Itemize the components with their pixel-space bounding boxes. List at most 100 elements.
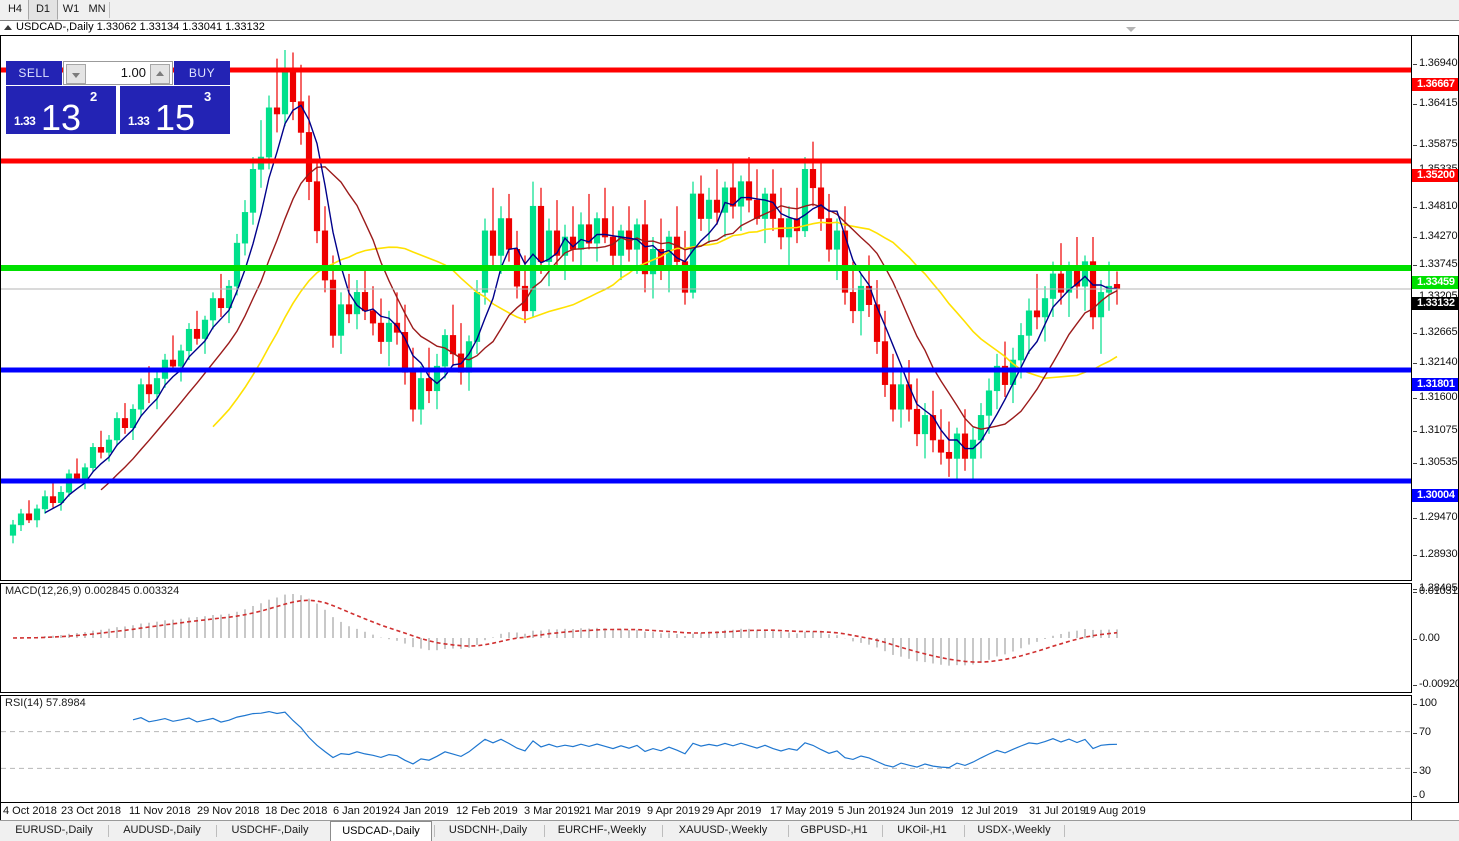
rsi-line (132, 710, 1118, 769)
time-axis-label: 24 Jan 2019 (388, 805, 449, 817)
price-tick-label: 1.29470 (1419, 511, 1458, 523)
tick-mark (1413, 592, 1417, 593)
price-tick: 1.36940 (1412, 57, 1459, 69)
rsi-tick: 0 (1412, 789, 1459, 801)
price-level-tag[interactable]: 1.33459 (1412, 276, 1458, 289)
chart-tab-eurchfweekly[interactable]: EURCHF-,Weekly (557, 824, 647, 836)
time-axis-label: 9 Apr 2019 (647, 805, 701, 817)
timeframe-toolbar: H4 D1 W1 MN (0, 0, 1459, 21)
time-axis-label: 11 Nov 2018 (129, 805, 191, 817)
caret-down-icon[interactable] (66, 64, 86, 84)
price-scale[interactable]: 1.369401.364151.358751.353351.348101.342… (1412, 35, 1459, 803)
price-tick: 1.31600 (1412, 391, 1459, 403)
triangle-up-icon[interactable] (4, 25, 12, 30)
price-tick: 1.30535 (1412, 456, 1459, 468)
chart-tab-usdcnhdaily[interactable]: USDCNH-,Daily (448, 824, 528, 836)
tab-divider (788, 825, 789, 837)
tick-mark (1413, 796, 1417, 797)
tick-mark (1413, 398, 1417, 399)
tick-mark (1413, 463, 1417, 464)
buy-price-quote[interactable]: 1.33 15 3 (120, 86, 230, 138)
time-axis-label: 29 Nov 2018 (197, 805, 260, 817)
macd-label: MACD(12,26,9) 0.002845 0.003324 (5, 585, 183, 597)
rsi-pane[interactable]: RSI(14) 57.8984 (0, 695, 1412, 803)
price-tick: 1.34810 (1412, 200, 1459, 212)
chart-tab-gbpusdh1[interactable]: GBPUSD-,H1 (800, 824, 868, 836)
timeframe-button-h4[interactable]: H4 (7, 3, 23, 15)
price-level-tag[interactable]: 1.30004 (1412, 489, 1458, 502)
tick-mark (1413, 207, 1417, 208)
rsi-tick-label: 0 (1419, 789, 1425, 801)
sell-price-big: 13 (41, 97, 82, 138)
volume-stepper[interactable]: 1.00 (63, 61, 173, 85)
tick-mark (1413, 431, 1417, 432)
price-level-tag[interactable]: 1.35200 (1412, 169, 1458, 182)
price-tick: 1.32140 (1412, 356, 1459, 368)
price-tick-label: 1.34810 (1419, 200, 1458, 212)
buy-price-prefix: 1.33 (128, 114, 150, 128)
price-chart-canvas[interactable] (1, 36, 1411, 580)
macd-tick: 0.010311 (1412, 585, 1459, 597)
price-tick: 1.34270 (1412, 230, 1459, 242)
price-level-tag[interactable]: 1.36667 (1412, 78, 1458, 91)
price-tick: 1.32665 (1412, 326, 1459, 338)
chart-tab-usdchfdaily[interactable]: USDCHF-,Daily (231, 824, 309, 836)
macd-tick: -0.009203 (1412, 678, 1459, 690)
time-axis: 4 Oct 2018 23 Oct 2018 11 Nov 2018 29 Nov 2… (0, 803, 1412, 821)
chart-tab-audusddaily[interactable]: AUDUSD-,Daily (123, 824, 201, 836)
buy-button[interactable]: BUY (174, 61, 230, 85)
chart-tab-usdxweekly[interactable]: USDX-,Weekly (977, 824, 1051, 836)
macd-tick: 0.00 (1412, 632, 1459, 644)
buy-price-big: 15 (155, 97, 196, 138)
time-axis-label: 5 Jun 2019 (838, 805, 893, 817)
macd-tick-label: 0.00 (1419, 632, 1440, 644)
time-axis-label: 21 Mar 2019 (579, 805, 641, 817)
chart-title: USDCAD-,Daily 1.33062 1.33134 1.33041 1.… (16, 21, 265, 33)
timeframe-button-mn[interactable]: MN (88, 3, 106, 15)
price-tick: 1.36415 (1412, 97, 1459, 109)
chart-header: USDCAD-,Daily 1.33062 1.33134 1.33041 1.… (0, 21, 1459, 35)
price-tick: 1.35875 (1412, 138, 1459, 150)
price-pane[interactable] (0, 35, 1412, 581)
caret-up-icon[interactable] (150, 64, 170, 84)
tick-mark (1413, 64, 1417, 65)
price-tick-label: 1.31600 (1419, 391, 1458, 403)
tab-divider (544, 825, 545, 837)
time-axis-label: 12 Feb 2019 (456, 805, 518, 817)
chart-tab-usdcaddaily[interactable]: USDCAD-,Daily (330, 821, 432, 841)
chart-tab-eurusddaily[interactable]: EURUSD-,Daily (15, 824, 93, 836)
time-axis-label: 29 Apr 2019 (702, 805, 762, 817)
macd-pane[interactable]: MACD(12,26,9) 0.002845 0.003324 (0, 583, 1412, 693)
time-axis-label: 17 May 2019 (770, 805, 834, 817)
sell-button[interactable]: SELL (6, 61, 62, 85)
time-axis-label: 24 Jun 2019 (893, 805, 954, 817)
rsi-tick: 100 (1412, 697, 1459, 709)
price-level-tag[interactable]: 1.33132 (1412, 297, 1458, 310)
macd-canvas (12, 594, 1118, 666)
rsi-tick-label: 30 (1419, 765, 1431, 777)
price-tick: 1.28930 (1412, 548, 1459, 560)
price-tick-label: 1.32665 (1419, 326, 1458, 338)
macd-tick-label: -0.009203 (1419, 678, 1459, 690)
rsi-tick: 70 (1412, 726, 1459, 738)
price-level-tag[interactable]: 1.31801 (1412, 378, 1458, 391)
tab-divider (108, 825, 109, 837)
sell-price-fraction: 2 (90, 89, 98, 104)
one-click-trading-panel[interactable]: SELL 1.00 BUY 1.33 13 2 1.33 15 3 (6, 61, 230, 138)
price-tick-label: 1.33745 (1419, 258, 1458, 270)
chart-tab-ukoilh1[interactable]: UKOil-,H1 (897, 824, 947, 836)
price-tick-label: 1.36940 (1419, 57, 1458, 69)
volume-value[interactable]: 1.00 (120, 65, 146, 80)
sell-price-quote[interactable]: 1.33 13 2 (6, 86, 116, 138)
tick-mark (1413, 772, 1417, 773)
price-tick-label: 1.28405 (1419, 582, 1458, 594)
tick-mark (1413, 555, 1417, 556)
price-tick-label: 1.35875 (1419, 138, 1458, 150)
chevron-down-icon[interactable] (1126, 27, 1136, 32)
time-axis-label: 23 Oct 2018 (61, 805, 121, 817)
tick-mark (1413, 685, 1417, 686)
rsi-canvas (1, 710, 1411, 769)
timeframe-button-w1[interactable]: W1 (62, 3, 80, 15)
timeframe-button-d1[interactable]: D1 (28, 0, 58, 20)
chart-tab-xauusdweekly[interactable]: XAUUSD-,Weekly (678, 824, 768, 836)
